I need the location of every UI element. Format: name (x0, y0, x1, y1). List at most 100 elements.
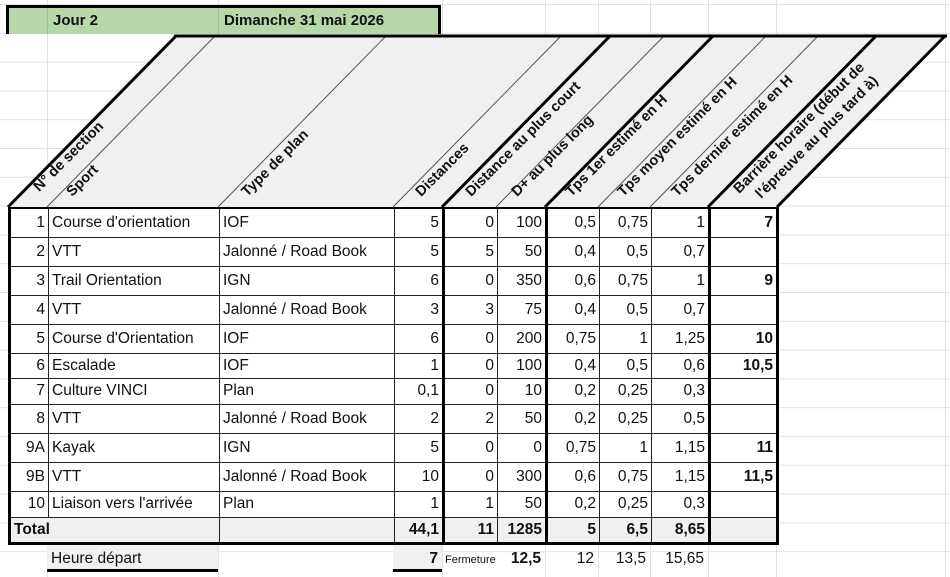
time-first-cell[interactable]: 0,4 (546, 352, 600, 379)
sport-cell[interactable]: Trail Orientation (48, 265, 220, 296)
distance-cell[interactable]: 2 (394, 403, 445, 434)
time-last-cell[interactable]: 0,7 (651, 294, 711, 325)
time-first-cell[interactable]: 0,4 (546, 294, 600, 325)
total-dplus-cell[interactable]: 1285 (497, 516, 548, 545)
distance-short-cell[interactable]: 1 (443, 490, 498, 518)
time-average-cell[interactable]: 0,5 (599, 294, 652, 325)
section-cell[interactable]: 6 (8, 352, 49, 379)
total-time-first-cell[interactable]: 5 (546, 516, 600, 545)
sport-cell[interactable]: Liaison vers l'arrivée (48, 490, 220, 518)
time-last-cell[interactable]: 1,15 (651, 432, 711, 463)
time-first-cell[interactable]: 0,2 (546, 490, 600, 518)
plan-type-cell[interactable]: Plan (219, 377, 395, 405)
section-cell[interactable]: 5 (8, 323, 49, 354)
total-plan-cell[interactable] (219, 516, 395, 545)
distance-cell[interactable]: 6 (394, 323, 445, 354)
distance-short-cell[interactable]: 5 (443, 236, 498, 267)
plan-type-cell[interactable]: IGN (219, 432, 395, 463)
distance-cell[interactable]: 1 (394, 352, 445, 379)
barrier-cell[interactable] (709, 490, 779, 518)
dplus-cell[interactable]: 100 (497, 207, 548, 238)
barrier-cell[interactable]: 7 (709, 207, 779, 238)
total-time-average-cell[interactable]: 6,5 (599, 516, 652, 545)
time-first-cell[interactable]: 0,6 (546, 265, 600, 296)
distance-cell[interactable]: 10 (394, 461, 445, 492)
plan-type-cell[interactable]: Jalonné / Road Book (219, 236, 395, 267)
barrier-cell[interactable] (709, 294, 779, 325)
barrier-cell[interactable]: 11 (709, 432, 779, 463)
dplus-cell[interactable]: 300 (497, 461, 548, 492)
plan-type-cell[interactable]: Jalonné / Road Book (219, 294, 395, 325)
end-time-last[interactable]: 15,65 (665, 550, 704, 567)
distance-short-cell[interactable]: 3 (443, 294, 498, 325)
dplus-cell[interactable]: 100 (497, 352, 548, 379)
dplus-cell[interactable]: 200 (497, 323, 548, 354)
time-last-cell[interactable]: 1,25 (651, 323, 711, 354)
closing-value[interactable]: 12,5 (510, 550, 541, 567)
distance-cell[interactable]: 5 (394, 236, 445, 267)
sport-cell[interactable]: Course d'orientation (48, 207, 220, 238)
time-first-cell[interactable]: 0,2 (546, 377, 600, 405)
section-cell[interactable]: 9A (8, 432, 49, 463)
time-average-cell[interactable]: 0,75 (599, 461, 652, 492)
section-cell[interactable]: 2 (8, 236, 49, 267)
time-average-cell[interactable]: 1 (599, 432, 652, 463)
time-average-cell[interactable]: 0,75 (599, 265, 652, 296)
sport-cell[interactable]: VTT (48, 461, 220, 492)
section-cell[interactable]: 8 (8, 403, 49, 434)
dplus-cell[interactable]: 50 (497, 403, 548, 434)
sport-cell[interactable]: VTT (48, 236, 220, 267)
dplus-cell[interactable]: 0 (497, 432, 548, 463)
dplus-cell[interactable]: 50 (497, 236, 548, 267)
distance-cell[interactable]: 6 (394, 265, 445, 296)
barrier-cell[interactable]: 11,5 (709, 461, 779, 492)
time-first-cell[interactable]: 0,75 (546, 432, 600, 463)
start-time-label[interactable]: Heure départ (47, 545, 218, 572)
barrier-cell[interactable]: 9 (709, 265, 779, 296)
sport-cell[interactable]: Escalade (48, 352, 220, 379)
end-time-average[interactable]: 13,5 (615, 550, 646, 567)
distance-cell[interactable]: 0,1 (394, 377, 445, 405)
sport-cell[interactable]: Culture VINCI (48, 377, 220, 405)
time-last-cell[interactable]: 0,7 (651, 236, 711, 267)
distance-cell[interactable]: 5 (394, 432, 445, 463)
time-average-cell[interactable]: 0,25 (599, 377, 652, 405)
barrier-cell[interactable]: 10,5 (709, 352, 779, 379)
section-cell[interactable]: 10 (8, 490, 49, 518)
plan-type-cell[interactable]: Jalonné / Road Book (219, 403, 395, 434)
plan-type-cell[interactable]: IGN (219, 265, 395, 296)
section-cell[interactable]: 3 (8, 265, 49, 296)
closing-label[interactable]: Fermeture (445, 554, 496, 566)
plan-type-cell[interactable]: IOF (219, 323, 395, 354)
plan-type-cell[interactable]: IOF (219, 352, 395, 379)
total-time-last-cell[interactable]: 8,65 (651, 516, 711, 545)
time-average-cell[interactable]: 0,5 (599, 236, 652, 267)
day-label[interactable]: Jour 2 (53, 12, 99, 29)
time-average-cell[interactable]: 0,5 (599, 352, 652, 379)
distance-short-cell[interactable]: 0 (443, 265, 498, 296)
date-label[interactable]: Dimanche 31 mai 2026 (224, 12, 385, 29)
sport-cell[interactable]: Kayak (48, 432, 220, 463)
time-last-cell[interactable]: 1,15 (651, 461, 711, 492)
distance-short-cell[interactable]: 0 (443, 432, 498, 463)
start-time-value[interactable]: 7 (393, 545, 442, 572)
time-last-cell[interactable]: 0,5 (651, 403, 711, 434)
dplus-cell[interactable]: 350 (497, 265, 548, 296)
distance-short-cell[interactable]: 0 (443, 352, 498, 379)
distance-short-cell[interactable]: 0 (443, 461, 498, 492)
plan-type-cell[interactable]: Plan (219, 490, 395, 518)
distance-cell[interactable]: 5 (394, 207, 445, 238)
distance-short-cell[interactable]: 0 (443, 323, 498, 354)
end-time-first[interactable]: 12 (576, 550, 594, 567)
time-first-cell[interactable]: 0,2 (546, 403, 600, 434)
time-last-cell[interactable]: 0,3 (651, 490, 711, 518)
total-barrier-cell[interactable] (709, 516, 779, 545)
time-average-cell[interactable]: 0,25 (599, 490, 652, 518)
barrier-cell[interactable] (709, 377, 779, 405)
section-cell[interactable]: 1 (8, 207, 49, 238)
distance-short-cell[interactable]: 0 (443, 377, 498, 405)
time-last-cell[interactable]: 1 (651, 265, 711, 296)
plan-type-cell[interactable]: Jalonné / Road Book (219, 461, 395, 492)
time-average-cell[interactable]: 0,25 (599, 403, 652, 434)
distance-cell[interactable]: 3 (394, 294, 445, 325)
